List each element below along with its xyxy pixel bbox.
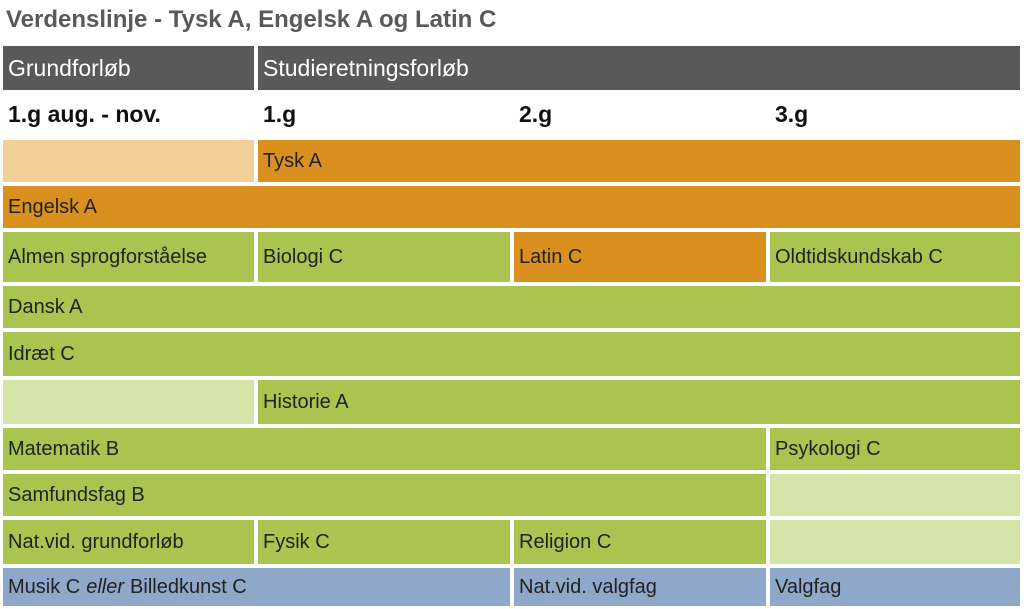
subject: Nat.vid. grundforløb bbox=[3, 520, 254, 564]
empty-cell bbox=[3, 140, 254, 182]
subject: Musik C eller Billedkunst C bbox=[3, 568, 510, 606]
header-cell: Grundforløb bbox=[3, 46, 254, 90]
subject: Idræt C bbox=[3, 332, 1020, 376]
empty-cell bbox=[3, 380, 254, 424]
subject: Almen sprogforståelse bbox=[3, 232, 254, 282]
period: 1.g bbox=[263, 100, 297, 127]
subject: Historie A bbox=[258, 380, 1020, 424]
subject: Dansk A bbox=[3, 286, 1020, 328]
header-cell: Studieretningsforløb bbox=[258, 46, 1020, 90]
subject: Biologi C bbox=[258, 232, 510, 282]
subject: Fysik C bbox=[258, 520, 510, 564]
subject: Matematik B bbox=[3, 428, 766, 470]
subject: Samfundsfag B bbox=[3, 474, 766, 516]
subject: Psykologi C bbox=[770, 428, 1020, 470]
subject: Tysk A bbox=[258, 140, 1020, 182]
text: Billedkunst C bbox=[130, 575, 247, 598]
empty-cell bbox=[770, 520, 1020, 564]
period: 1.g aug. - nov. bbox=[8, 100, 161, 127]
text: Musik C bbox=[8, 575, 81, 598]
subject: Oldtidskundskab C bbox=[770, 232, 1020, 282]
empty-cell bbox=[770, 474, 1020, 516]
subject: Latin C bbox=[514, 232, 766, 282]
subject: Nat.vid. valgfag bbox=[514, 568, 766, 606]
text-italic: eller bbox=[86, 575, 125, 598]
subject: Religion C bbox=[514, 520, 766, 564]
subject: Valgfag bbox=[770, 568, 1020, 606]
period: 3.g bbox=[775, 100, 809, 127]
subject: Engelsk A bbox=[3, 186, 1020, 228]
period: 2.g bbox=[519, 100, 553, 127]
title: Verdenslinje - Tysk A, Engelsk A og Lati… bbox=[6, 6, 497, 33]
